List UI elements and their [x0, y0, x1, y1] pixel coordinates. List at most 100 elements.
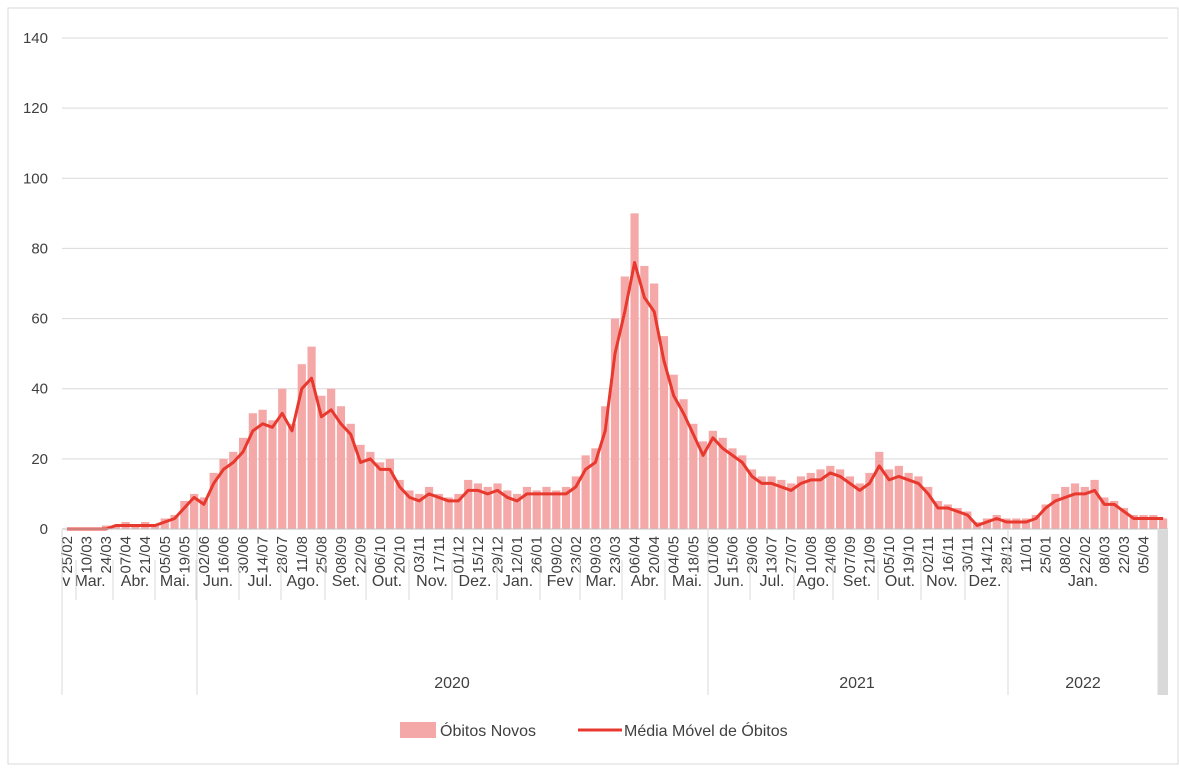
bar: [1139, 514, 1148, 529]
bar: [1100, 497, 1109, 529]
bar: [767, 476, 776, 529]
bar: [561, 486, 571, 529]
bar: [219, 458, 228, 529]
x-tick-label: 16/06: [215, 536, 232, 574]
bar: [346, 423, 355, 529]
x-tick-label: 21/04: [137, 536, 154, 574]
bar: [307, 346, 316, 529]
bar: [131, 525, 140, 529]
month-label: Jun.: [714, 573, 744, 590]
x-tick-label: 14/07: [255, 536, 272, 574]
bar: [454, 493, 463, 529]
bar: [659, 336, 669, 529]
month-label: Jan.: [1068, 573, 1098, 590]
scroll-strip: [1158, 530, 1168, 695]
x-tick-label: 29/12: [490, 536, 507, 574]
bar: [943, 504, 952, 529]
bar: [473, 483, 483, 529]
year-label: 2021: [839, 675, 875, 692]
month-label: Dez.: [459, 573, 492, 590]
x-tick-label: 15/06: [724, 536, 741, 574]
x-tick-label: 02/11: [920, 536, 937, 572]
x-tick-label: 05/04: [1136, 536, 1153, 574]
bar: [640, 265, 649, 529]
x-tick-label: 11/08: [294, 536, 311, 572]
x-tick-label: 14/12: [979, 536, 996, 574]
bar: [845, 476, 855, 529]
month-label: Set.: [332, 573, 360, 590]
x-tick-label: 25/02: [59, 536, 76, 574]
bar: [434, 493, 443, 529]
month-label: Mar.: [74, 573, 105, 590]
x-tick-label: 05/05: [157, 536, 174, 574]
bar: [405, 490, 414, 529]
x-tick-label: 02/06: [196, 536, 213, 574]
bar: [855, 483, 864, 529]
bar: [591, 448, 600, 529]
bar: [483, 486, 492, 529]
month-label: Nov.: [926, 573, 958, 590]
x-tick-label: 07/04: [118, 536, 135, 574]
x-tick-label: 08/09: [333, 536, 350, 574]
bar: [924, 486, 933, 529]
month-label: Jul.: [248, 573, 273, 590]
bar: [601, 406, 610, 529]
bar: [953, 507, 962, 529]
month-label: Jun.: [203, 573, 233, 590]
x-tick-label: 10/08: [803, 536, 820, 574]
y-tick-label: 20: [31, 451, 48, 468]
bar: [982, 518, 992, 529]
x-tick-label: 29/06: [744, 536, 761, 574]
x-tick-label: 15/12: [470, 536, 487, 574]
bar: [728, 448, 737, 529]
bar: [522, 486, 532, 529]
bar: [1021, 518, 1031, 529]
month-label: Jan.: [503, 573, 533, 590]
bar: [698, 441, 708, 529]
bar: [904, 472, 913, 529]
x-tick-label: 22/03: [1116, 536, 1133, 574]
bar: [689, 423, 698, 529]
x-tick-label: 21/09: [861, 536, 878, 574]
month-label: Mai.: [160, 573, 190, 590]
chart-frame: [7, 7, 1179, 765]
bar: [287, 423, 297, 529]
bar: [933, 500, 943, 529]
bar: [336, 406, 346, 529]
month-label: Ago.: [287, 573, 320, 590]
bar: [581, 455, 590, 529]
bar: [1090, 479, 1099, 529]
x-tick-label: 26/01: [529, 536, 546, 574]
bar: [1119, 507, 1129, 529]
bar: [777, 479, 786, 529]
bar: [385, 458, 394, 529]
bar: [571, 476, 580, 529]
bar: [718, 437, 727, 529]
bar: [101, 525, 111, 529]
bar: [327, 388, 336, 529]
bar: [297, 364, 306, 529]
month-label: Out.: [885, 573, 915, 590]
x-tick-label: 01/12: [450, 536, 467, 574]
month-label: Set.: [843, 573, 871, 590]
x-tick-label: 20/10: [392, 536, 409, 574]
bar: [513, 493, 522, 529]
bar: [1031, 514, 1040, 529]
x-tick-label: 16/11: [940, 536, 957, 572]
bar: [787, 483, 796, 529]
x-tick-label: 07/09: [842, 536, 859, 574]
x-tick-label: 18/05: [685, 536, 702, 574]
x-tick-label: 10/03: [78, 536, 95, 574]
bar: [238, 437, 248, 529]
x-tick-label: 06/04: [627, 536, 644, 574]
month-label: Out.: [372, 573, 402, 590]
y-tick-label: 80: [31, 240, 48, 257]
x-tick-label: 28/07: [274, 536, 291, 574]
y-tick-label: 40: [31, 381, 48, 398]
bar: [816, 469, 825, 529]
bar: [884, 469, 894, 529]
y-tick-label: 0: [40, 521, 48, 538]
x-tick-label: 12/01: [509, 536, 526, 574]
line: [66, 261, 1164, 531]
bar: [258, 409, 267, 529]
